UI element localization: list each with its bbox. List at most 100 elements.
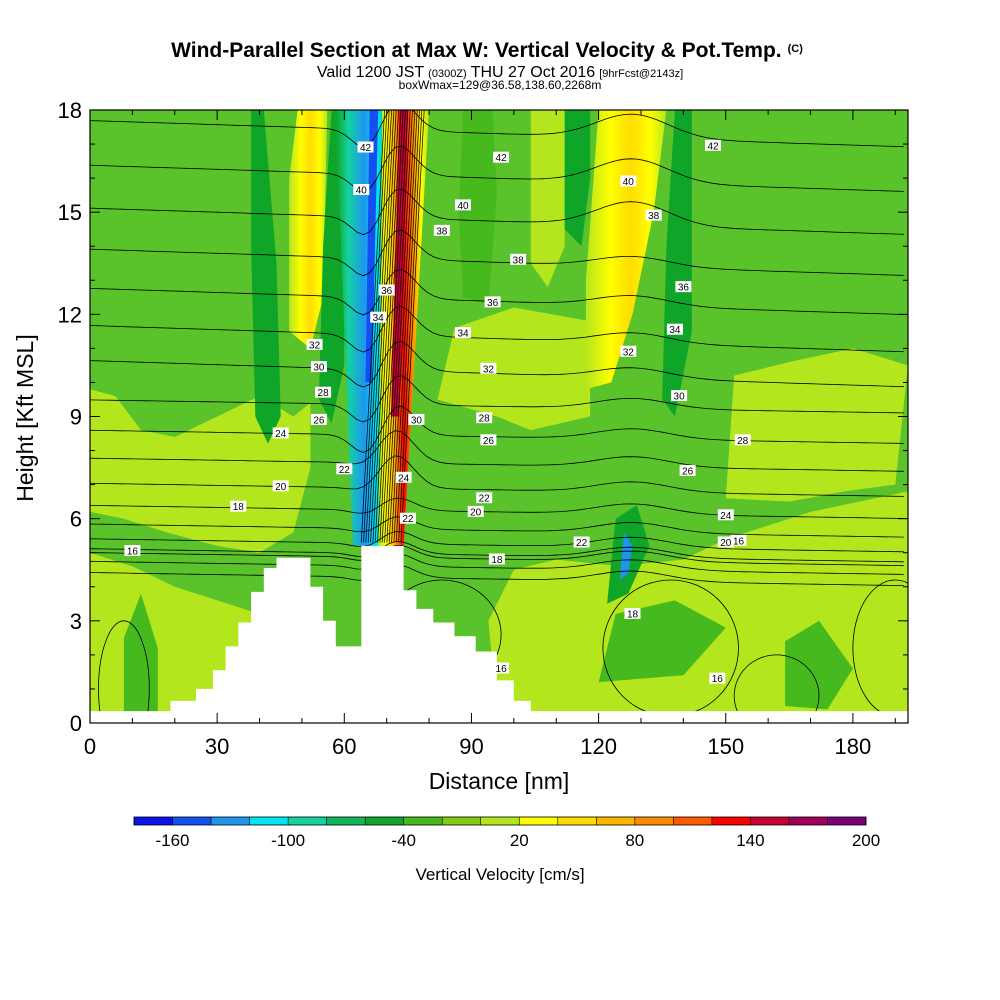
colorbar-swatch — [134, 817, 173, 825]
svg-text:18: 18 — [233, 502, 245, 513]
theta-contour-plume — [381, 110, 406, 543]
colorbar-tick-label: 140 — [736, 831, 764, 850]
theta-contour-plume — [360, 110, 385, 543]
x-tick-label: 90 — [459, 734, 483, 759]
svg-text:30: 30 — [674, 392, 686, 403]
svg-text:32: 32 — [623, 347, 635, 358]
downdraft-core — [365, 110, 379, 383]
valid-time-line: Valid 1200 JST (0300Z) THU 27 Oct 2016 [9hr… — [317, 64, 683, 81]
theta-label: 26 — [310, 413, 327, 426]
svg-text:40: 40 — [356, 186, 368, 197]
weak-sink-east-low-2 — [785, 620, 853, 710]
y-tick-label: 15 — [58, 200, 82, 225]
chart-title: Wind-Parallel Section at Max W: Vertical… — [171, 39, 803, 62]
svg-text:20: 20 — [470, 507, 482, 518]
x-tick-label: 180 — [835, 734, 872, 759]
downdraft-band-west-2 — [318, 110, 345, 424]
theta-label: 30 — [408, 413, 425, 426]
theta-label: 20 — [272, 480, 289, 493]
x-tick-label: 60 — [332, 734, 356, 759]
theta-label: 34 — [370, 311, 387, 324]
svg-text:38: 38 — [648, 211, 660, 222]
weak-sink-upper-mid — [458, 110, 497, 305]
svg-text:18: 18 — [627, 610, 639, 621]
theta-label: 42 — [705, 139, 721, 152]
svg-text:20: 20 — [275, 482, 287, 493]
theta-label: 32 — [306, 339, 323, 352]
theta-contour-labels: 16 16 16 16 18 18 18 20 20 20 22 22 22 22 24 24 24 26 26 26… — [124, 139, 751, 685]
theta-contour-plume — [384, 110, 409, 543]
svg-text:42: 42 — [707, 141, 719, 152]
theta-contour-line — [90, 375, 904, 423]
svg-text:42: 42 — [360, 143, 372, 154]
y-tick-label: 9 — [70, 405, 82, 430]
theta-label: 20 — [467, 505, 484, 518]
downdraft-core-east-low — [619, 532, 633, 580]
svg-text:16: 16 — [733, 536, 745, 547]
theta-label: 42 — [357, 141, 374, 154]
colorbar-swatch — [249, 817, 289, 825]
low-level-contour — [98, 620, 150, 723]
theta-label: 16 — [709, 672, 726, 685]
theta-label: 18 — [230, 500, 247, 513]
theta-label: 22 — [476, 492, 493, 505]
colorbar — [133, 816, 867, 826]
theta-contour-line — [90, 405, 904, 453]
plot-area: 16 16 16 16 18 18 18 20 20 20 22 22 22 22 24 24 24 26 26 26… — [90, 0, 908, 723]
theta-contour-line — [90, 553, 904, 575]
weak-sink-east-low — [598, 600, 726, 683]
x-axis-label: Distance [nm] — [429, 768, 570, 794]
y-tick-label: 18 — [58, 98, 82, 123]
y-tick-label: 3 — [70, 609, 82, 634]
box-wmax-line: boxWmax=129@36.58,138.60,2268m — [399, 78, 602, 92]
theta-label: 18 — [488, 553, 505, 566]
theta-contour-line — [90, 145, 904, 193]
colorbar-swatch — [788, 817, 828, 825]
y-tick-label: 6 — [70, 507, 82, 532]
theta-label: 36 — [378, 284, 395, 297]
colorbar-swatch — [442, 817, 482, 825]
svg-text:34: 34 — [669, 325, 681, 336]
theta-contour-line — [90, 564, 904, 586]
svg-text:42: 42 — [496, 153, 508, 164]
downdraft-upper-mid — [564, 110, 591, 247]
theta-label: 28 — [315, 386, 332, 399]
theta-contour-plume — [365, 110, 390, 543]
colorbar-tick-label: 200 — [852, 831, 880, 850]
svg-text:28: 28 — [737, 436, 749, 447]
weak-updraft-west-mid — [90, 389, 311, 553]
theta-label: 28 — [734, 434, 751, 447]
potential-temperature-contours — [90, 0, 904, 586]
x-axis: 0 30 60 90 120 150 180 — [84, 110, 896, 759]
theta-label: 38 — [510, 253, 527, 266]
theta-contour-plume — [374, 110, 399, 543]
svg-text:36: 36 — [381, 286, 393, 297]
theta-contour-plume — [367, 110, 392, 543]
theta-label: 28 — [476, 412, 493, 425]
theta-label: 16 — [730, 534, 747, 547]
svg-text:28: 28 — [479, 414, 491, 425]
theta-label: 16 — [124, 545, 141, 558]
svg-text:38: 38 — [436, 226, 448, 237]
theta-label: 30 — [671, 390, 688, 403]
theta-contour-line — [90, 0, 904, 3]
colorbar-tick-labels: -160 -100 -40 20 80 140 200 — [155, 831, 880, 850]
theta-contour-line — [90, 229, 904, 277]
x-tick-label: 150 — [707, 734, 744, 759]
theta-contour-plume — [388, 110, 413, 543]
colorbar-swatch — [750, 817, 790, 825]
svg-text:26: 26 — [682, 467, 694, 478]
theta-label: 32 — [480, 362, 497, 375]
low-level-contour — [733, 654, 820, 723]
colorbar-label: Vertical Velocity [cm/s] — [415, 865, 584, 884]
theta-contour-plume — [377, 110, 402, 543]
svg-text:22: 22 — [339, 465, 351, 476]
svg-text:40: 40 — [623, 177, 635, 188]
theta-contour-plume — [372, 110, 397, 543]
svg-text:36: 36 — [487, 298, 499, 309]
colorbar-swatch — [288, 817, 327, 825]
colorbar-swatch — [480, 817, 520, 825]
svg-text:16: 16 — [496, 664, 508, 675]
theta-label: 40 — [620, 175, 637, 188]
theta-label: 42 — [493, 151, 510, 164]
